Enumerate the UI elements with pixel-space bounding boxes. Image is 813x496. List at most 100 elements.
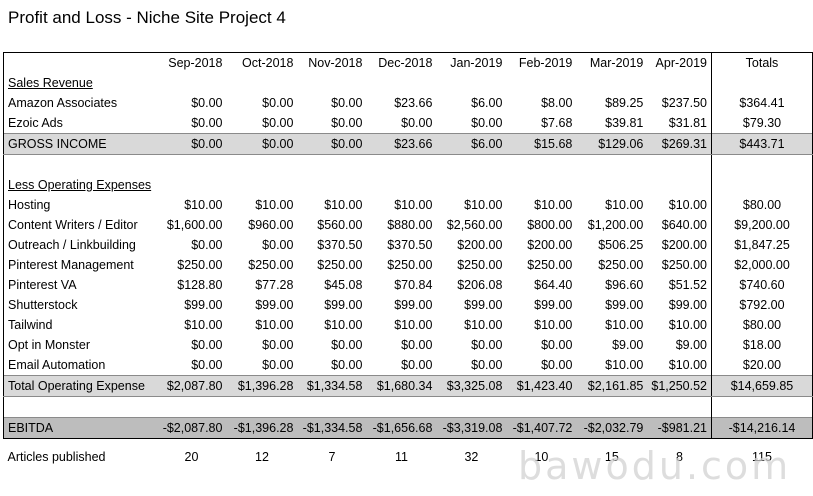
blank-cell[interactable]: [156, 73, 226, 93]
total-cell-shutter[interactable]: $792.00: [710, 295, 813, 315]
value-cell-amazon-0[interactable]: $0.00: [191, 96, 223, 110]
value-cell-outreach-3[interactable]: $370.50: [387, 238, 433, 252]
row-label-optin[interactable]: Opt in Monster: [3, 335, 157, 355]
value-cell-articles-3[interactable]: 11: [394, 450, 408, 464]
value-cell-amazon-2[interactable]: $0.00: [331, 96, 363, 110]
row-label-pinmgmt[interactable]: Pinterest Management: [3, 255, 157, 275]
blank-total-cell[interactable]: [710, 154, 813, 175]
value-cell-totalexp-2[interactable]: $1,334.58: [297, 375, 367, 397]
value-cell-pinva-6[interactable]: $96.60: [605, 278, 644, 292]
value-cell-gross-2[interactable]: $0.00: [297, 133, 367, 155]
row-label-writers[interactable]: Content Writers / Editor: [3, 215, 157, 235]
value-cell-gross-5[interactable]: $15.68: [506, 133, 577, 155]
value-cell-email-5[interactable]: $0.00: [541, 358, 573, 372]
row-label-gross[interactable]: GROSS INCOME: [3, 133, 157, 155]
value-cell-hosting-2[interactable]: $10.00: [324, 198, 363, 212]
value-cell-outreach-1[interactable]: $0.00: [262, 238, 294, 252]
month-header-0[interactable]: Sep-2018: [156, 52, 227, 73]
value-cell-email-2[interactable]: $0.00: [331, 358, 363, 372]
value-cell-ezoic-5[interactable]: $7.68: [541, 116, 573, 130]
value-cell-pinva-3[interactable]: $70.84: [394, 278, 433, 292]
value-cell-shutter-7[interactable]: $99.00: [668, 298, 707, 312]
totals-header[interactable]: Totals: [710, 52, 813, 73]
month-header-5[interactable]: Feb-2019: [506, 52, 577, 73]
value-cell-amazon-6[interactable]: $89.25: [605, 96, 644, 110]
value-cell-pinmgmt-5[interactable]: $250.00: [527, 258, 573, 272]
value-cell-ebitda-6[interactable]: -$2,032.79: [576, 417, 648, 439]
blank-cell[interactable]: [576, 175, 647, 195]
blank-cell[interactable]: [156, 397, 226, 418]
value-cell-pinmgmt-0[interactable]: $250.00: [177, 258, 223, 272]
blank-cell[interactable]: [366, 73, 436, 93]
value-cell-optin-3[interactable]: $0.00: [401, 338, 433, 352]
blank-cell[interactable]: [297, 155, 366, 176]
value-cell-totalexp-5[interactable]: $1,423.40: [506, 375, 577, 397]
value-cell-shutter-2[interactable]: $99.00: [324, 298, 363, 312]
value-cell-writers-1[interactable]: $960.00: [248, 218, 294, 232]
month-header-2[interactable]: Nov-2018: [297, 52, 367, 73]
value-cell-ezoic-1[interactable]: $0.00: [262, 116, 294, 130]
value-cell-writers-6[interactable]: $1,200.00: [587, 218, 644, 232]
section-label-revenue[interactable]: Sales Revenue: [3, 73, 157, 93]
value-cell-pinmgmt-2[interactable]: $250.00: [317, 258, 363, 272]
value-cell-writers-4[interactable]: $2,560.00: [446, 218, 503, 232]
value-cell-ebitda-2[interactable]: -$1,334.58: [297, 417, 367, 439]
value-cell-shutter-5[interactable]: $99.00: [534, 298, 573, 312]
row-label-ebitda[interactable]: EBITDA: [3, 417, 157, 439]
value-cell-amazon-1[interactable]: $0.00: [262, 96, 294, 110]
total-cell-hosting[interactable]: $80.00: [710, 195, 813, 215]
blank-cell[interactable]: [156, 155, 226, 176]
blank-cell[interactable]: [297, 175, 366, 195]
blank-cell[interactable]: [647, 73, 711, 93]
row-label-totalexp[interactable]: Total Operating Expense: [3, 375, 157, 397]
value-cell-pinva-2[interactable]: $45.08: [324, 278, 363, 292]
row-label-ezoic[interactable]: Ezoic Ads: [3, 113, 157, 134]
row-label-pinva[interactable]: Pinterest VA: [3, 275, 157, 295]
value-cell-hosting-7[interactable]: $10.00: [668, 198, 707, 212]
value-cell-hosting-6[interactable]: $10.00: [605, 198, 644, 212]
value-cell-email-3[interactable]: $0.00: [401, 358, 433, 372]
value-cell-articles-1[interactable]: 12: [255, 450, 269, 464]
value-cell-pinva-1[interactable]: $77.28: [255, 278, 294, 292]
row-label-shutter[interactable]: Shutterstock: [3, 295, 157, 315]
value-cell-tailwind-0[interactable]: $10.00: [184, 318, 223, 332]
blank-cell[interactable]: [226, 155, 297, 176]
row-label-articles[interactable]: Articles published: [7, 450, 106, 464]
value-cell-ebitda-0[interactable]: -$2,087.80: [156, 417, 227, 439]
total-cell-amazon[interactable]: $364.41: [710, 93, 813, 113]
value-cell-totalexp-3[interactable]: $1,680.34: [366, 375, 437, 397]
value-cell-ezoic-4[interactable]: $0.00: [471, 116, 503, 130]
blank-cell[interactable]: [297, 73, 366, 93]
blank-cell[interactable]: [3, 396, 157, 418]
total-cell-gross[interactable]: $443.71: [710, 133, 813, 155]
value-cell-writers-2[interactable]: $560.00: [317, 218, 363, 232]
blank-cell[interactable]: [297, 397, 366, 418]
blank-cell[interactable]: [226, 73, 297, 93]
value-cell-optin-6[interactable]: $9.00: [612, 338, 644, 352]
value-cell-optin-4[interactable]: $0.00: [471, 338, 503, 352]
value-cell-tailwind-4[interactable]: $10.00: [464, 318, 503, 332]
value-cell-ezoic-2[interactable]: $0.00: [331, 116, 363, 130]
total-cell-pinmgmt[interactable]: $2,000.00: [710, 255, 813, 275]
blank-cell[interactable]: [3, 154, 157, 175]
value-cell-articles-0[interactable]: 20: [184, 450, 199, 464]
row-label-amazon[interactable]: Amazon Associates: [3, 93, 157, 113]
value-cell-amazon-7[interactable]: $237.50: [661, 96, 707, 110]
value-cell-writers-5[interactable]: $800.00: [527, 218, 573, 232]
blank-cell[interactable]: [226, 175, 297, 195]
total-cell-optin[interactable]: $18.00: [710, 335, 813, 355]
value-cell-totalexp-7[interactable]: $1,250.52: [647, 375, 712, 397]
value-cell-writers-7[interactable]: $640.00: [661, 218, 707, 232]
value-cell-email-0[interactable]: $0.00: [191, 358, 223, 372]
value-cell-hosting-3[interactable]: $10.00: [394, 198, 433, 212]
blank-cell[interactable]: [576, 155, 647, 176]
value-cell-optin-2[interactable]: $0.00: [331, 338, 363, 352]
value-cell-tailwind-3[interactable]: $10.00: [394, 318, 433, 332]
month-header-4[interactable]: Jan-2019: [436, 52, 507, 73]
value-cell-optin-1[interactable]: $0.00: [262, 338, 294, 352]
value-cell-articles-4[interactable]: 32: [464, 450, 479, 464]
month-header-6[interactable]: Mar-2019: [576, 52, 648, 73]
value-cell-articles-2[interactable]: 7: [328, 450, 336, 464]
blank-cell[interactable]: [506, 73, 576, 93]
value-cell-totalexp-1[interactable]: $1,396.28: [226, 375, 298, 397]
